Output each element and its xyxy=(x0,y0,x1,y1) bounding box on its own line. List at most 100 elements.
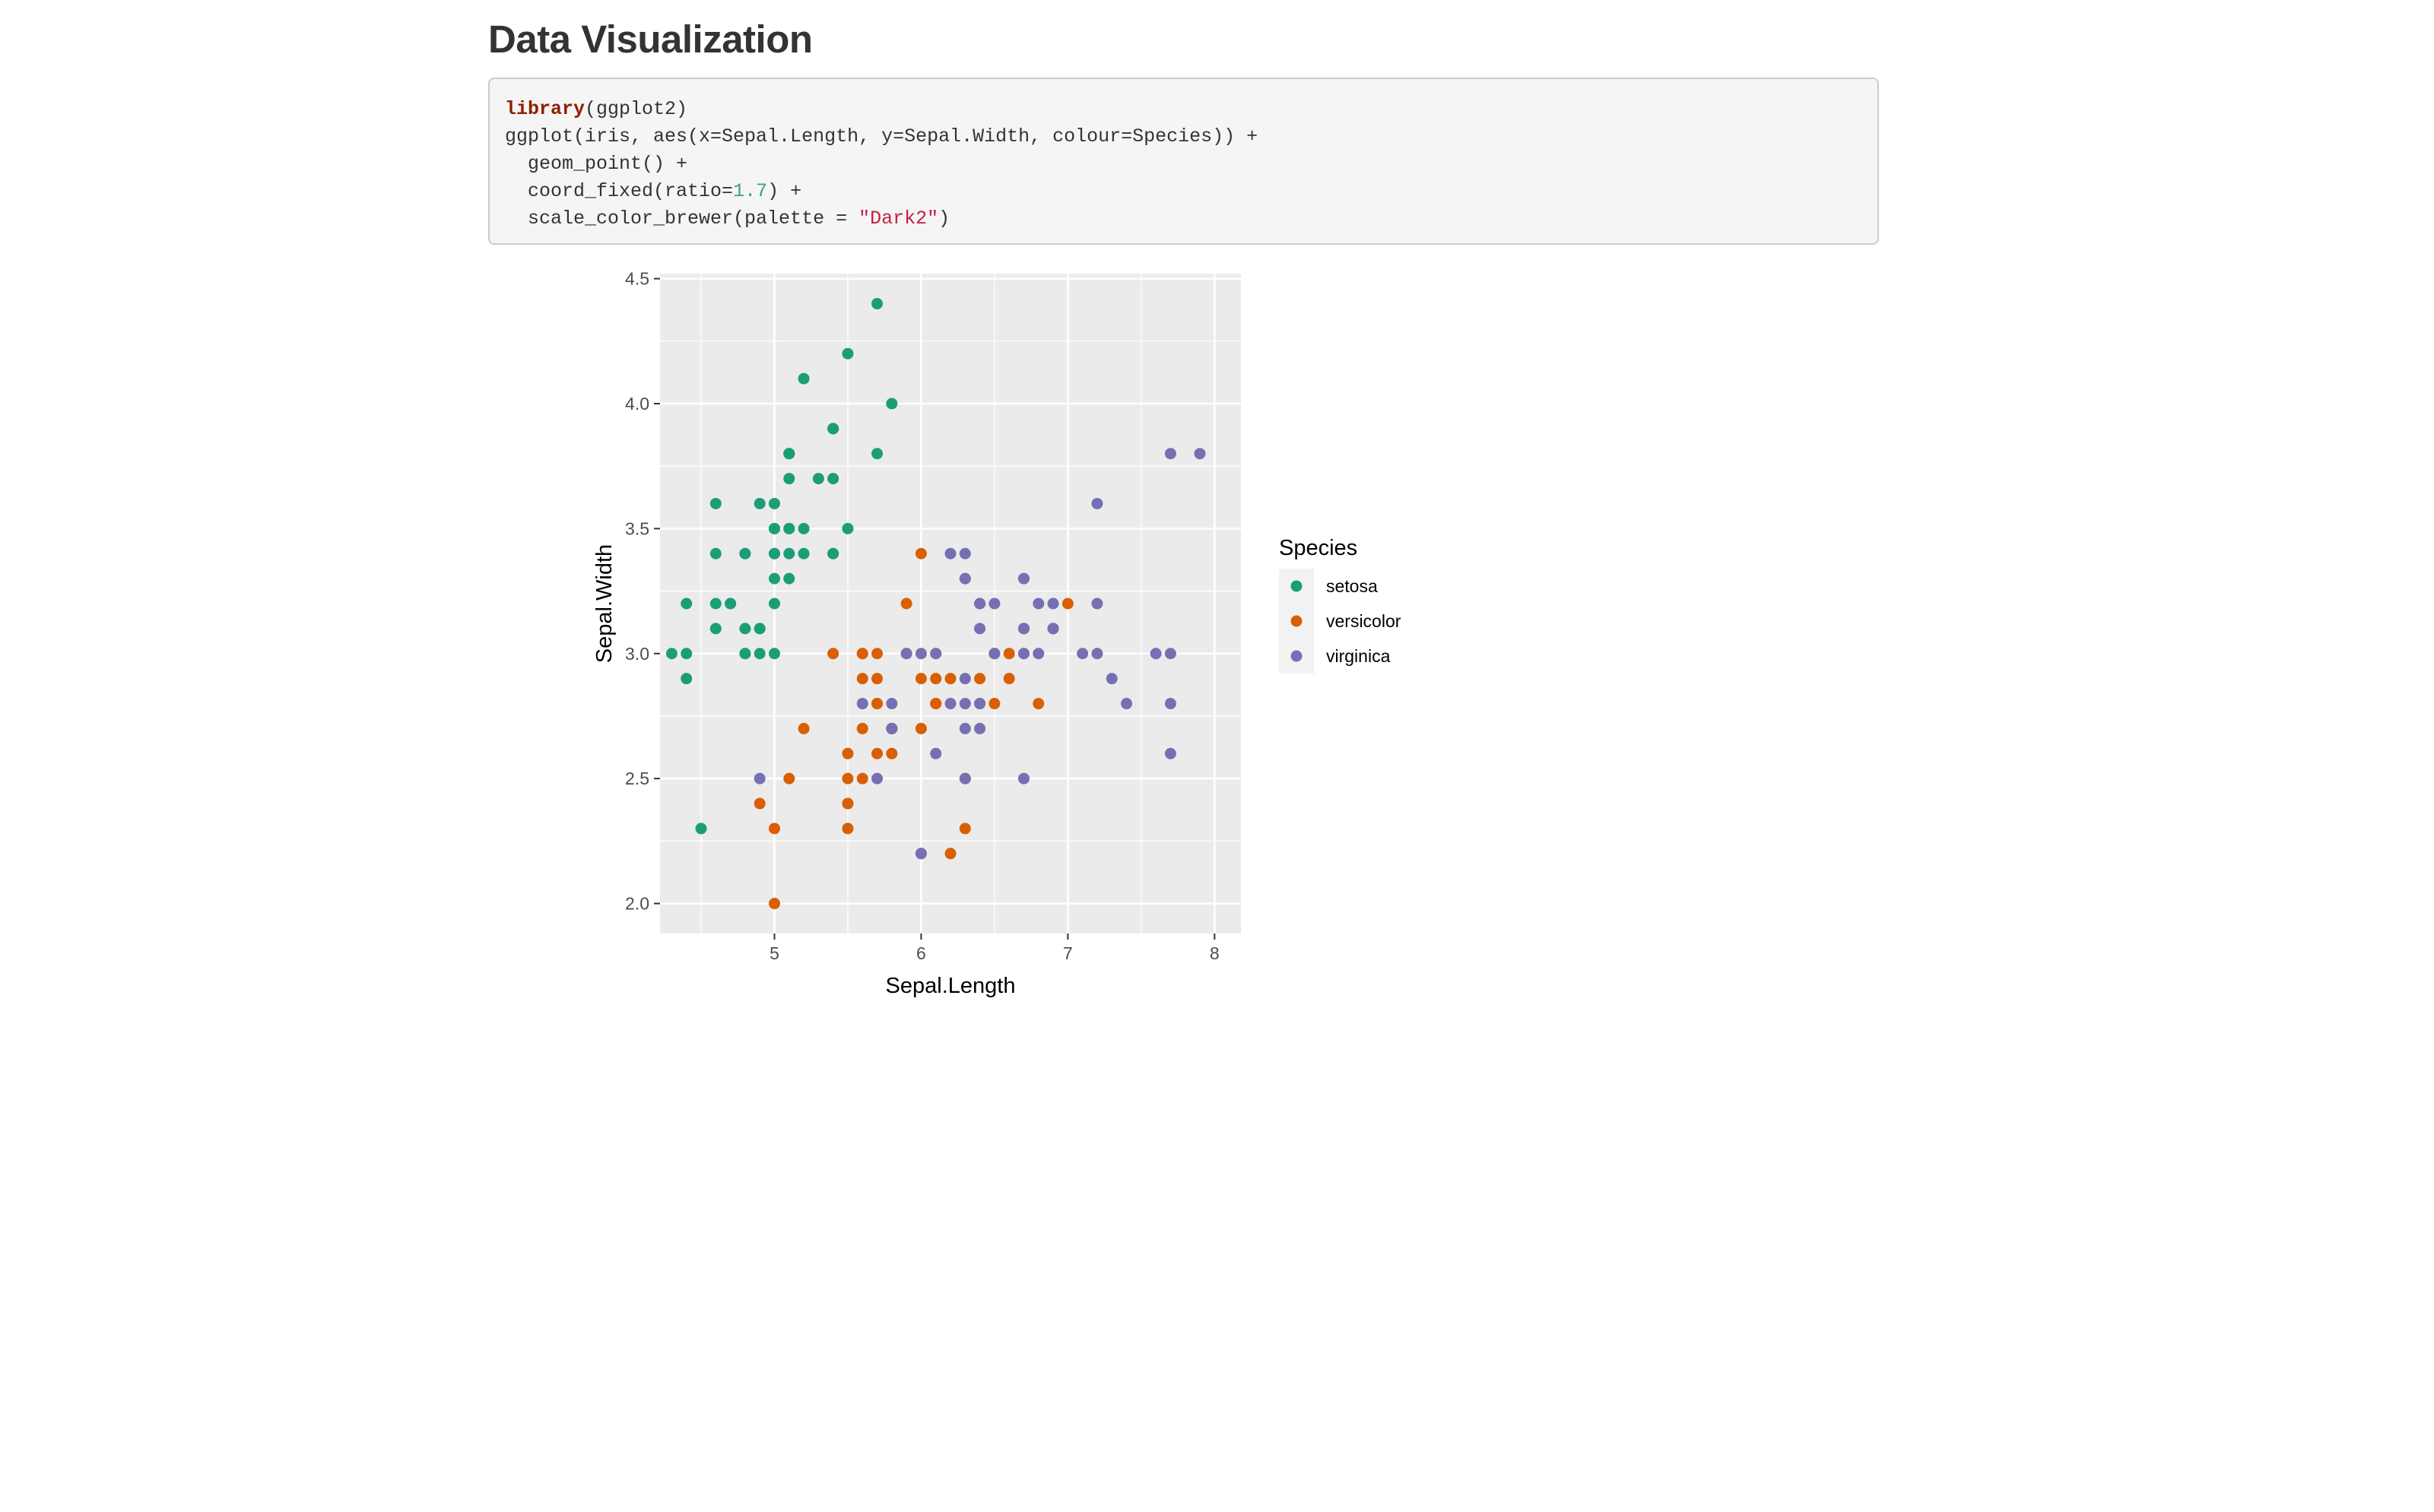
data-point-setosa xyxy=(842,522,854,534)
data-point-virginica xyxy=(1091,598,1103,610)
data-point-virginica xyxy=(959,572,971,585)
data-point-versicolor xyxy=(798,722,810,734)
data-point-virginica xyxy=(1033,648,1045,660)
y-tick-label: 2.0 xyxy=(625,894,649,914)
data-point-virginica xyxy=(915,848,927,860)
data-point-setosa xyxy=(798,547,810,559)
data-point-setosa xyxy=(709,623,722,635)
legend-key-setosa xyxy=(1290,580,1303,592)
data-point-virginica xyxy=(959,673,971,685)
data-point-virginica xyxy=(1017,648,1030,660)
data-point-setosa xyxy=(768,522,780,534)
legend-label: setosa xyxy=(1326,576,1378,596)
data-point-setosa xyxy=(783,473,795,485)
x-tick-label: 5 xyxy=(770,943,779,963)
data-point-setosa xyxy=(783,522,795,534)
data-point-setosa xyxy=(783,448,795,460)
data-point-versicolor xyxy=(842,747,854,759)
data-point-versicolor xyxy=(915,722,927,734)
data-point-versicolor xyxy=(900,598,912,610)
data-point-setosa xyxy=(812,473,824,485)
data-point-virginica xyxy=(1017,623,1030,635)
data-point-setosa xyxy=(768,598,780,610)
data-point-virginica xyxy=(1121,698,1133,710)
data-point-virginica xyxy=(1017,772,1030,785)
data-point-setosa xyxy=(886,398,898,410)
legend-title: Species xyxy=(1279,536,1357,560)
data-point-versicolor xyxy=(1003,673,1015,685)
x-tick-label: 8 xyxy=(1210,943,1220,963)
code-token: "Dark2" xyxy=(858,208,939,230)
data-point-virginica xyxy=(1164,648,1176,660)
data-point-virginica xyxy=(1017,572,1030,585)
data-point-setosa xyxy=(739,547,751,559)
data-point-versicolor xyxy=(930,698,942,710)
data-point-virginica xyxy=(754,772,766,785)
data-point-versicolor xyxy=(1033,698,1045,710)
data-point-virginica xyxy=(900,648,912,660)
data-point-virginica xyxy=(959,772,971,785)
legend-label: virginica xyxy=(1326,646,1391,666)
data-point-setosa xyxy=(681,673,693,685)
data-point-virginica xyxy=(930,747,942,759)
code-line: geom_point() + xyxy=(505,151,1862,178)
y-tick-label: 4.5 xyxy=(625,269,649,289)
data-point-setosa xyxy=(709,497,722,509)
data-point-versicolor xyxy=(1003,648,1015,660)
data-point-virginica xyxy=(1033,598,1045,610)
code-token: coord_fixed(ratio= xyxy=(505,180,734,202)
data-point-setosa xyxy=(783,572,795,585)
data-point-virginica xyxy=(886,722,898,734)
data-point-versicolor xyxy=(871,747,884,759)
data-point-versicolor xyxy=(959,823,971,835)
y-tick-label: 4.0 xyxy=(625,394,649,414)
x-tick-label: 7 xyxy=(1063,943,1073,963)
data-point-versicolor xyxy=(827,648,839,660)
code-token: (ggplot2) xyxy=(585,98,688,120)
data-point-virginica xyxy=(1164,448,1176,460)
code-token: ) xyxy=(938,208,950,230)
data-point-setosa xyxy=(768,572,780,585)
legend-key-versicolor xyxy=(1290,615,1303,627)
data-point-setosa xyxy=(871,448,884,460)
data-point-virginica xyxy=(1164,698,1176,710)
data-point-versicolor xyxy=(856,648,868,660)
data-point-setosa xyxy=(754,648,766,660)
code-token: library xyxy=(505,98,585,120)
data-point-virginica xyxy=(959,547,971,559)
data-point-virginica xyxy=(1077,648,1089,660)
data-point-versicolor xyxy=(915,547,927,559)
data-point-versicolor xyxy=(754,797,766,810)
data-point-versicolor xyxy=(989,698,1001,710)
data-point-versicolor xyxy=(871,698,884,710)
data-point-setosa xyxy=(754,623,766,635)
data-point-virginica xyxy=(944,698,957,710)
data-point-virginica xyxy=(856,698,868,710)
data-point-versicolor xyxy=(768,823,780,835)
legend-key-virginica xyxy=(1290,650,1303,662)
data-point-setosa xyxy=(725,598,737,610)
code-line: coord_fixed(ratio=1.7) + xyxy=(505,178,1862,205)
data-point-setosa xyxy=(681,598,693,610)
data-points xyxy=(665,297,1206,910)
data-point-setosa xyxy=(768,547,780,559)
data-point-setosa xyxy=(827,547,839,559)
data-point-virginica xyxy=(915,648,927,660)
data-point-setosa xyxy=(754,497,766,509)
legend-label: versicolor xyxy=(1326,611,1401,631)
data-point-setosa xyxy=(665,648,678,660)
data-point-virginica xyxy=(974,722,986,734)
data-point-setosa xyxy=(768,648,780,660)
data-point-setosa xyxy=(798,372,810,385)
data-point-versicolor xyxy=(783,772,795,785)
data-point-versicolor xyxy=(768,898,780,910)
data-point-virginica xyxy=(886,698,898,710)
data-point-setosa xyxy=(842,347,854,360)
data-point-versicolor xyxy=(1062,598,1074,610)
data-point-versicolor xyxy=(842,797,854,810)
x-axis-title: Sepal.Length xyxy=(886,974,1016,998)
data-point-virginica xyxy=(959,698,971,710)
data-point-virginica xyxy=(1047,623,1059,635)
data-point-virginica xyxy=(1150,648,1162,660)
